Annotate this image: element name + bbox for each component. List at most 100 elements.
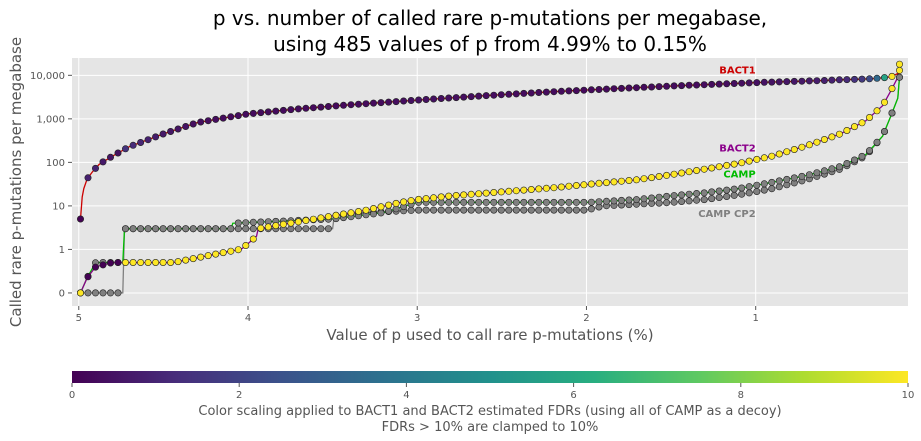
data-point-camp-cp2 bbox=[505, 206, 513, 214]
data-point-camp bbox=[542, 198, 550, 206]
data-point-bact1 bbox=[497, 91, 505, 99]
data-point-bact2 bbox=[264, 223, 272, 231]
data-point-camp-cp2 bbox=[467, 206, 475, 214]
data-point-camp-cp2 bbox=[565, 206, 573, 214]
data-point-bact2 bbox=[385, 201, 393, 209]
data-point-bact1 bbox=[663, 82, 671, 90]
data-point-bact1 bbox=[219, 114, 227, 122]
data-point-bact2 bbox=[392, 199, 400, 207]
y-axis-ticks: 0 1 10 100 1,000 10,000 bbox=[30, 71, 72, 299]
data-point-bact1 bbox=[805, 77, 813, 85]
data-point-bact1 bbox=[542, 88, 550, 96]
data-point-camp-cp2 bbox=[685, 197, 693, 205]
data-point-bact2 bbox=[745, 157, 753, 165]
data-point-bact1 bbox=[174, 125, 182, 133]
data-point-bact2 bbox=[377, 203, 385, 211]
data-point-bact1 bbox=[377, 99, 385, 107]
data-point-camp bbox=[708, 188, 716, 196]
data-point-bact1 bbox=[888, 72, 896, 80]
data-point-bact1 bbox=[708, 80, 716, 88]
data-point-bact2 bbox=[249, 235, 257, 243]
data-point-bact1 bbox=[512, 90, 520, 98]
data-point-bact2 bbox=[279, 220, 287, 228]
y-axis-label: Called rare p-mutations per megabase bbox=[7, 37, 25, 327]
data-point-bact2 bbox=[167, 258, 175, 266]
colorbar-tick-label: 6 bbox=[570, 390, 576, 401]
data-point-camp bbox=[159, 225, 167, 233]
data-point-bact1 bbox=[640, 83, 648, 91]
data-point-bact1 bbox=[227, 113, 235, 121]
data-point-bact2 bbox=[790, 146, 798, 154]
data-point-camp-cp2 bbox=[715, 194, 723, 202]
data-point-camp bbox=[587, 198, 595, 206]
data-point-bact1 bbox=[685, 81, 693, 89]
data-point-camp-cp2 bbox=[527, 206, 535, 214]
data-point-camp bbox=[790, 174, 798, 182]
data-point-camp bbox=[723, 186, 731, 194]
data-point-camp bbox=[745, 183, 753, 191]
data-point-camp bbox=[835, 163, 843, 171]
data-point-camp-cp2 bbox=[249, 225, 257, 233]
colorbar-label-line2: FDRs > 10% are clamped to 10% bbox=[382, 420, 599, 435]
data-point-bact1 bbox=[242, 110, 250, 118]
data-point-camp bbox=[850, 156, 858, 164]
data-point-camp-cp2 bbox=[475, 206, 483, 214]
data-point-bact1 bbox=[820, 77, 828, 85]
data-point-bact2 bbox=[114, 258, 122, 266]
data-point-bact1 bbox=[212, 115, 220, 123]
data-point-bact2 bbox=[227, 247, 235, 255]
data-point-bact2 bbox=[858, 119, 866, 127]
data-point-bact2 bbox=[640, 175, 648, 183]
data-point-bact2 bbox=[219, 249, 227, 257]
chart-title-line2: using 485 values of p from 4.99% to 0.15… bbox=[273, 32, 707, 56]
chart-title-line1: p vs. number of called rare p-mutations … bbox=[213, 6, 767, 30]
data-point-bact2 bbox=[309, 215, 317, 223]
data-point-bact1 bbox=[745, 79, 753, 87]
data-point-bact1 bbox=[369, 99, 377, 107]
data-point-bact1 bbox=[595, 86, 603, 94]
data-point-bact1 bbox=[557, 87, 565, 95]
data-point-bact1 bbox=[520, 89, 528, 97]
data-point-camp bbox=[204, 225, 212, 233]
colorbar-ticks: 0 2 4 6 8 10 bbox=[69, 383, 915, 401]
data-point-camp bbox=[805, 171, 813, 179]
data-point-bact1 bbox=[632, 84, 640, 92]
y-tick-label: 10,000 bbox=[30, 71, 65, 82]
data-point-bact1 bbox=[204, 117, 212, 125]
data-point-bact1 bbox=[625, 84, 633, 92]
data-point-bact2 bbox=[550, 184, 558, 192]
data-point-camp-cp2 bbox=[324, 225, 332, 233]
data-point-bact1 bbox=[107, 153, 115, 161]
data-point-bact2 bbox=[159, 258, 167, 266]
x-tick-label: 3 bbox=[414, 313, 420, 324]
data-point-camp-cp2 bbox=[415, 206, 423, 214]
data-point-bact2 bbox=[565, 182, 573, 190]
data-point-bact2 bbox=[407, 197, 415, 205]
data-point-camp-cp2 bbox=[497, 206, 505, 214]
data-point-bact1 bbox=[114, 149, 122, 157]
data-point-camp bbox=[219, 225, 227, 233]
data-point-camp bbox=[632, 196, 640, 204]
data-point-bact2 bbox=[873, 107, 881, 115]
data-point-camp-cp2 bbox=[437, 206, 445, 214]
data-point-camp-cp2 bbox=[768, 185, 776, 193]
data-point-bact2 bbox=[437, 193, 445, 201]
data-point-camp bbox=[242, 219, 250, 227]
data-point-bact1 bbox=[648, 83, 656, 91]
data-point-camp bbox=[738, 184, 746, 192]
data-point-bact2 bbox=[324, 213, 332, 221]
colorbar-tick-label: 10 bbox=[902, 390, 915, 401]
data-point-bact2 bbox=[572, 182, 580, 190]
data-point-bact2 bbox=[700, 165, 708, 173]
data-point-camp bbox=[152, 225, 160, 233]
data-point-camp-cp2 bbox=[490, 206, 498, 214]
data-point-bact2 bbox=[828, 133, 836, 141]
data-point-bact2 bbox=[520, 186, 528, 194]
data-point-bact2 bbox=[542, 184, 550, 192]
data-point-bact2 bbox=[730, 160, 738, 168]
data-point-bact1 bbox=[234, 112, 242, 120]
data-point-camp-cp2 bbox=[745, 189, 753, 197]
data-point-bact2 bbox=[174, 258, 182, 266]
data-point-bact1 bbox=[302, 104, 310, 112]
data-point-camp bbox=[820, 167, 828, 175]
